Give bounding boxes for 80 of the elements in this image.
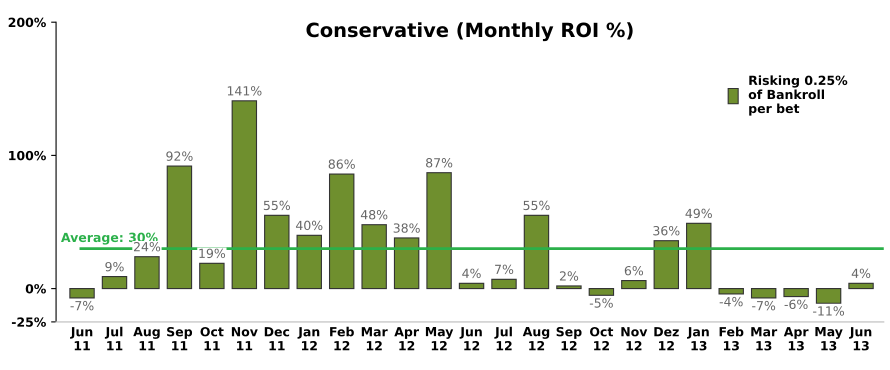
y-tick-label: -25% [12, 317, 46, 327]
x-tick-label: Nov 12 [621, 327, 648, 350]
x-tick-label: Mar 13 [751, 327, 778, 350]
data-label: 19% [199, 248, 226, 258]
data-label: 2% [560, 271, 578, 281]
x-tick-label: Mar 12 [362, 327, 388, 350]
bar [750, 288, 776, 298]
bar [199, 262, 225, 290]
data-label: -11% [813, 306, 844, 316]
bar [426, 172, 452, 290]
x-tick-label: Apr 13 [784, 327, 808, 350]
data-label: 38% [394, 223, 420, 233]
data-label: -6% [784, 300, 808, 310]
data-label: 6% [624, 266, 644, 276]
bar [134, 256, 160, 290]
x-tick-label: Jun 12 [460, 327, 482, 350]
bar [686, 222, 712, 290]
y-tick-label: 100% [9, 150, 46, 160]
bar [232, 100, 258, 290]
bar [458, 282, 484, 290]
x-tick-label: Oct 11 [200, 326, 224, 350]
legend-label: Risking 0.25% of Bankroll per bet [748, 75, 848, 116]
x-tick-label: Aug 12 [522, 327, 550, 350]
data-label: -4% [720, 296, 743, 306]
data-label: 24% [134, 242, 160, 252]
data-label: 7% [495, 264, 514, 274]
bar [69, 288, 95, 298]
bar [394, 237, 420, 290]
bar [296, 234, 322, 290]
data-label: 48% [360, 210, 388, 220]
bar [556, 285, 582, 290]
bar [166, 166, 192, 290]
data-label: 36% [653, 226, 680, 236]
x-tick-label: May 12 [426, 327, 454, 350]
bar [102, 276, 128, 290]
bar [264, 214, 290, 290]
x-tick-label: Sep 12 [556, 326, 582, 350]
x-tick-label: May 13 [815, 327, 843, 350]
data-label: 40% [296, 220, 322, 230]
data-label: 55% [524, 200, 550, 210]
data-label: 92% [166, 151, 193, 161]
x-tick-label: Jun 11 [70, 327, 92, 350]
x-tick-label: Sep 11 [167, 326, 192, 350]
data-label: 87% [426, 158, 452, 168]
data-label: 55% [264, 200, 290, 210]
chart-title: Conservative (Monthly ROI %) [306, 22, 633, 42]
data-label: 141% [228, 86, 262, 96]
data-label: 4% [852, 268, 870, 278]
bar [816, 288, 842, 304]
y-tick-label: 0% [26, 284, 46, 294]
bar [621, 280, 647, 290]
data-label: 86% [328, 159, 355, 169]
data-label: 4% [462, 268, 481, 278]
bar [718, 288, 744, 294]
x-tick-label: Jan 13 [687, 327, 709, 350]
y-tick-label: 200% [8, 18, 46, 28]
data-label: 9% [105, 262, 124, 272]
bar [588, 288, 614, 296]
x-tick-label: Feb 13 [720, 326, 744, 350]
bar [654, 240, 680, 290]
x-tick-label: Feb 12 [330, 326, 354, 350]
x-tick-label: Jul 12 [494, 326, 512, 350]
x-tick-label: Oct 12 [590, 326, 614, 350]
bar [848, 282, 874, 290]
bar [524, 214, 550, 290]
x-tick-label: Aug 11 [133, 327, 160, 350]
x-tick-label: Nov 11 [232, 327, 258, 350]
x-tick-label: Dez 12 [654, 327, 679, 350]
data-label: 49% [685, 208, 712, 218]
data-label: -5% [590, 298, 613, 308]
bar [361, 224, 387, 290]
data-label: -7% [70, 300, 94, 310]
bar [491, 278, 517, 290]
data-label: -7% [752, 300, 776, 310]
x-tick-label: Apr 12 [394, 327, 419, 350]
bar [783, 288, 809, 298]
x-tick-label: Jul 11 [104, 326, 122, 350]
x-tick-label: Jan 12 [298, 327, 320, 350]
x-tick-label: Jun 13 [849, 327, 872, 350]
x-tick-label: Dec 11 [264, 327, 290, 350]
